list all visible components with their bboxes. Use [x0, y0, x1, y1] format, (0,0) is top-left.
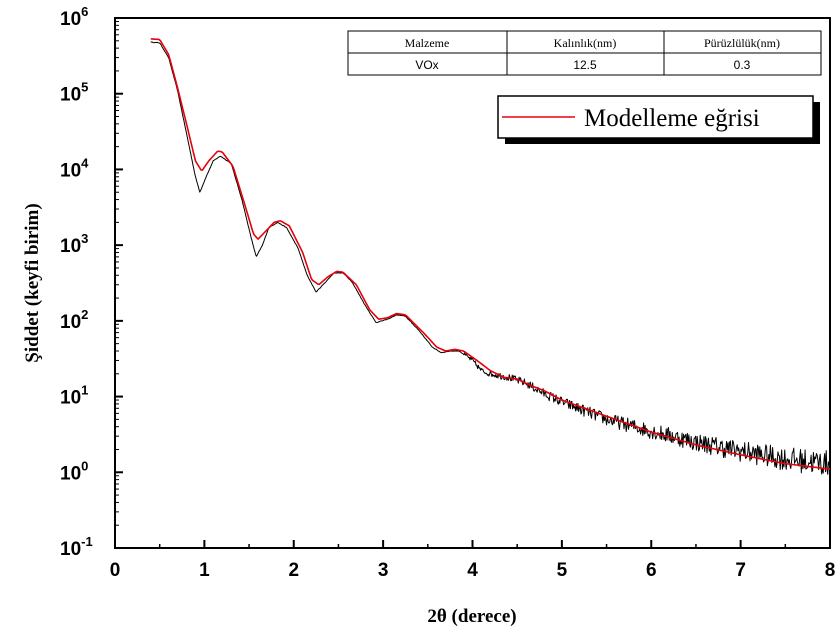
info-table: Malzeme Kalınlık(nm) Pürüzlülük(nm) VOx …	[347, 30, 822, 76]
series-layer	[150, 38, 831, 475]
legend-label-modelleme: Modelleme eğrisi	[584, 105, 760, 132]
y-tick-label: 105	[60, 80, 88, 106]
x-axis-title: 2θ (derece)	[427, 606, 516, 627]
y-tick-label: 101	[60, 383, 88, 409]
x-tick-label: 3	[378, 560, 389, 581]
x-tick-label: 7	[735, 560, 746, 581]
table-cell-roughness: 0.3	[734, 58, 751, 72]
y-tick-label: 10-1	[60, 534, 93, 560]
table-cell-material: VOx	[415, 58, 438, 72]
series-model-line	[150, 38, 831, 470]
y-tick-label: 100	[60, 458, 88, 484]
table-cell-thickness: 12.5	[573, 58, 597, 72]
x-tick-label: 2	[288, 560, 299, 581]
x-tick-label: 4	[467, 560, 478, 581]
tick-layer: 0 1 2 3 4 5 6 7 8 10-1 100 101 102 103 104 105 106	[60, 4, 835, 581]
y-tick-label: 102	[60, 307, 88, 333]
legend: Modelleme eğrisi	[497, 95, 820, 144]
table-header-malzeme: Malzeme	[405, 36, 450, 50]
y-axis-title: Şiddet (keyfi birim)	[22, 203, 43, 362]
table-header-kalinlik: Kalınlık(nm)	[554, 36, 617, 50]
y-tick-label: 103	[60, 231, 88, 257]
y-tick-label: 106	[60, 4, 88, 30]
x-tick-label: 8	[825, 560, 836, 581]
x-tick-label: 1	[199, 560, 210, 581]
x-tick-label: 6	[646, 560, 657, 581]
x-tick-label: 0	[110, 560, 121, 581]
x-tick-label: 5	[557, 560, 568, 581]
table-header-puruzluluk: Pürüzlülük(nm)	[704, 36, 780, 50]
y-tick-label: 104	[60, 155, 89, 181]
